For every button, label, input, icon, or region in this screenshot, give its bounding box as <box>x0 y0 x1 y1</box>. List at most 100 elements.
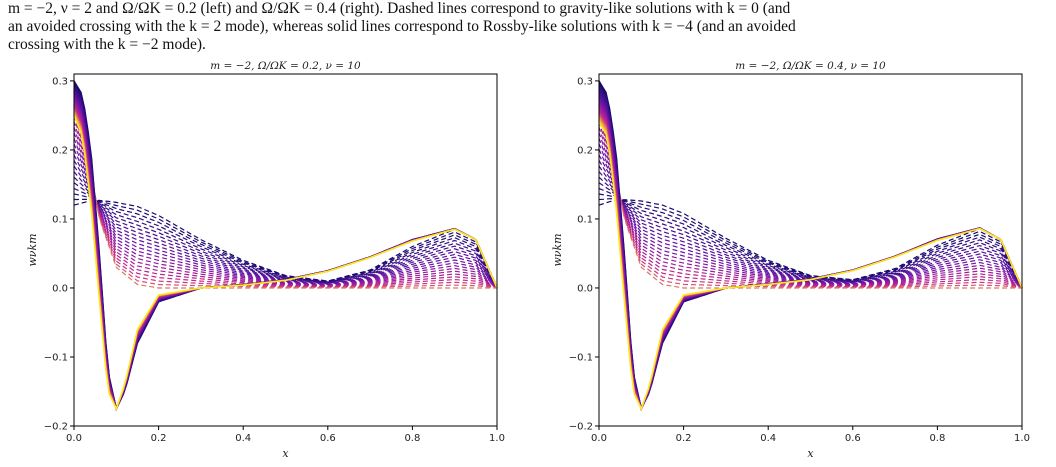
dashed-curve-13 <box>73 137 498 289</box>
dashed-curve-16 <box>73 121 498 289</box>
solid-curve-11 <box>73 96 498 411</box>
y-tick-label: 0.0 <box>52 283 68 294</box>
solid-curve-19 <box>73 110 498 411</box>
solid-curve-9 <box>73 93 498 411</box>
y-axis-label: wνkm <box>26 233 39 266</box>
axes-frame <box>598 73 1023 427</box>
dashed-curve-17 <box>598 115 1023 289</box>
x-tick-label: 0.2 <box>676 433 692 444</box>
y-tick-label: 0.1 <box>577 214 593 225</box>
x-tick-label: 0.8 <box>404 433 420 444</box>
y-tick-label: 0.2 <box>577 145 593 156</box>
solid-curve-22 <box>598 121 1023 411</box>
dashed-curve-6 <box>598 176 1023 289</box>
dashed-curve-18 <box>598 110 1023 289</box>
dashed-curve-13 <box>598 137 1023 289</box>
solid-curve-20 <box>73 111 498 411</box>
dashed-curve-21 <box>73 93 498 289</box>
x-tick-label: 1.0 <box>1014 433 1030 444</box>
dashed-curve-10 <box>598 154 1023 289</box>
solid-curve-6 <box>598 90 1023 411</box>
caption-line-1: m = −2, ν = 2 and Ω/ΩK = 0.2 (left) and … <box>8 0 791 17</box>
x-tick-label: 0.2 <box>151 433 167 444</box>
dashed-curve-11 <box>598 149 1023 289</box>
solid-curve-8 <box>73 92 498 411</box>
dashed-curve-11 <box>73 149 498 289</box>
dashed-curve-16 <box>598 121 1023 289</box>
dashed-curve-22 <box>598 87 1022 289</box>
solid-curve-16 <box>598 110 1023 411</box>
solid-curve-19 <box>598 116 1023 411</box>
solid-curve-11 <box>598 100 1023 411</box>
solid-curve-18 <box>73 108 498 411</box>
x-tick-label: 0.6 <box>845 433 861 444</box>
dashed-curve-7 <box>73 171 498 289</box>
solid-curve-21 <box>73 113 498 411</box>
dashed-curve-3 <box>598 193 1023 289</box>
x-tick-label: 0.8 <box>929 433 945 444</box>
solid-curve-18 <box>598 114 1023 411</box>
y-axis-label: wνkm <box>551 233 564 266</box>
solid-curve-7 <box>598 92 1023 411</box>
x-tick-label: 0.0 <box>66 433 82 444</box>
solid-curve-12 <box>598 102 1023 411</box>
y-tick-label: 0.2 <box>52 145 68 156</box>
y-tick-label: −0.2 <box>44 422 68 433</box>
solid-curve-12 <box>73 98 498 411</box>
x-tick-label: 0.0 <box>591 433 607 444</box>
solid-curve-3 <box>73 83 498 411</box>
dashed-curve-3 <box>73 193 498 289</box>
solid-curve-17 <box>598 112 1023 411</box>
y-tick-label: 0.3 <box>577 76 593 87</box>
y-tick-label: 0.0 <box>577 283 593 294</box>
caption-line-2: an avoided crossing with the k = 2 mode)… <box>8 18 796 35</box>
dashed-curve-15 <box>598 126 1023 289</box>
dashed-curve-6 <box>73 176 498 289</box>
solid-curve-4 <box>598 86 1023 411</box>
dashed-curve-2 <box>74 198 498 289</box>
dashed-curve-14 <box>598 132 1023 289</box>
dashed-curve-5 <box>73 182 498 289</box>
y-tick-label: −0.1 <box>569 352 593 363</box>
y-tick-label: −0.2 <box>569 422 593 433</box>
dashed-curve-17 <box>73 115 498 289</box>
solid-curve-15 <box>73 103 498 411</box>
panel-title: m = −2, Ω/ΩK = 0.4, ν = 10 <box>735 60 886 72</box>
dashed-curve-18 <box>73 110 498 289</box>
solid-curve-21 <box>598 119 1023 411</box>
solid-curve-10 <box>73 95 498 411</box>
y-tick-label: −0.1 <box>44 352 68 363</box>
dashed-curve-4 <box>73 187 498 289</box>
solid-curve-2 <box>598 82 1023 411</box>
solid-curve-14 <box>73 102 498 411</box>
dashed-curve-15 <box>73 126 498 289</box>
solid-curve-22 <box>73 115 498 411</box>
caption-line-3: crossing with the k = −2 mode). <box>8 36 206 53</box>
solid-curve-15 <box>598 108 1023 411</box>
x-tick-label: 1.0 <box>489 433 505 444</box>
dashed-curve-22 <box>73 87 497 289</box>
dashed-curve-20 <box>73 98 498 289</box>
x-tick-label: 0.6 <box>320 433 336 444</box>
solid-curve-14 <box>598 106 1023 411</box>
panel-title: m = −2, Ω/ΩK = 0.2, ν = 10 <box>210 60 361 72</box>
y-tick-label: 0.1 <box>52 214 68 225</box>
x-axis-label: x <box>282 447 289 460</box>
dashed-curve-1 <box>598 199 1023 289</box>
y-tick-label: 0.3 <box>52 76 68 87</box>
x-tick-label: 0.4 <box>235 433 251 444</box>
dashed-curve-4 <box>598 187 1023 289</box>
chart-panel-2: 0.0 0.2 0.4 0.6 0.8 1.0 −0.2 −0.1 0.0 0.1 0.2 0.3 m … <box>551 60 1030 460</box>
figure-caption: m = −2, ν = 2 and Ω/ΩK = 0.2 (left) and … <box>8 0 1046 54</box>
dashed-curve-12 <box>598 143 1023 289</box>
solid-curve-17 <box>73 106 498 411</box>
axes-frame <box>73 73 498 427</box>
dashed-curve-20 <box>598 98 1023 289</box>
chart-panel-1: 0.0 0.2 0.4 0.6 0.8 1.0 −0.2 −0.1 0.0 0.1 0.2 0.3 m … <box>26 60 505 460</box>
x-tick-label: 0.4 <box>760 433 776 444</box>
solid-curve-6 <box>73 88 498 411</box>
solid-curve-9 <box>598 96 1023 411</box>
dashed-curve-5 <box>598 182 1023 289</box>
dashed-curve-21 <box>598 93 1023 289</box>
